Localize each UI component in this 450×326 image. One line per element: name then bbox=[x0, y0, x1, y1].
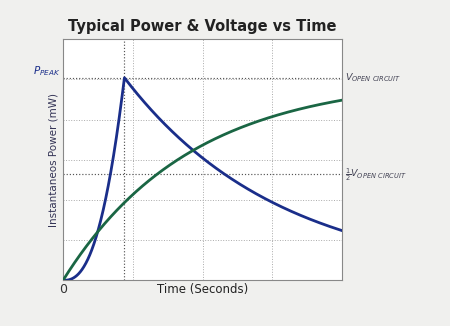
Y-axis label: Instantaneos Power (mW): Instantaneos Power (mW) bbox=[49, 93, 59, 227]
Title: Typical Power & Voltage vs Time: Typical Power & Voltage vs Time bbox=[68, 19, 337, 34]
Text: $V_{OPEN\ CIRCUIT}$: $V_{OPEN\ CIRCUIT}$ bbox=[345, 71, 401, 84]
X-axis label: Time (Seconds): Time (Seconds) bbox=[157, 283, 248, 296]
Text: $\frac{1}{2}V_{OPEN\ CIRCUIT}$: $\frac{1}{2}V_{OPEN\ CIRCUIT}$ bbox=[345, 166, 406, 183]
Text: 0: 0 bbox=[59, 283, 67, 296]
Text: $P_{PEAK}$: $P_{PEAK}$ bbox=[33, 64, 60, 78]
